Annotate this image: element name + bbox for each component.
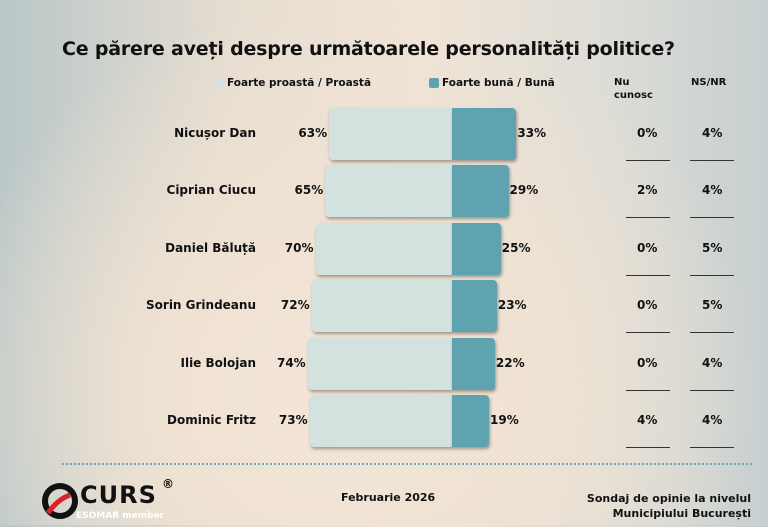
label-positive: 29%: [509, 183, 539, 198]
column-header-nsnr: NS/NR: [691, 77, 727, 88]
label-positive: 22%: [495, 355, 525, 370]
underline-unknown: [626, 447, 670, 448]
bar-positive: [452, 165, 509, 218]
label-negative: 74%: [276, 355, 306, 370]
label-negative: 70%: [284, 240, 314, 255]
category-label: Nicușor Dan: [174, 126, 256, 140]
category-label: Sorin Grindeanu: [146, 298, 256, 313]
bar-positive: [452, 337, 495, 390]
label-negative: 73%: [278, 413, 308, 427]
legend-swatch-positive: [429, 78, 439, 88]
underline-nsnr: [690, 160, 734, 161]
footer-date: Februarie 2026: [341, 491, 436, 504]
underline-nsnr: [690, 274, 734, 276]
value-unknown: 4%: [637, 413, 658, 427]
legend-positive: Foarte bună / Bună: [429, 77, 555, 89]
category-label: Ciprian Ciucu: [166, 183, 256, 198]
bar-positive: [452, 395, 490, 447]
value-nsnr: 5%: [702, 298, 723, 313]
bar-negative: [325, 165, 452, 218]
underline-unknown: [626, 389, 670, 391]
curs-logo: [40, 483, 80, 527]
divider: [62, 463, 752, 465]
value-unknown: 2%: [637, 183, 658, 198]
underline-nsnr: [690, 447, 734, 448]
underline-nsnr: [690, 332, 734, 334]
registered-mark: ®: [162, 477, 174, 491]
value-unknown: 0%: [637, 240, 658, 255]
legend-negative: Foarte proastă / Proastă: [214, 77, 371, 89]
curs-logo-icon: [42, 483, 78, 519]
logo-text: CURS: [80, 481, 157, 509]
column-header-unknown: Nu cunosc: [614, 77, 653, 101]
legend-label: Foarte proastă / Proastă: [227, 77, 372, 89]
value-nsnr: 4%: [702, 126, 723, 140]
bar-positive: [452, 108, 517, 160]
legend-label: Foarte bună / Bună: [442, 77, 555, 89]
category-label: Daniel Băluță: [165, 240, 256, 255]
underline-nsnr: [690, 389, 734, 391]
underline-unknown: [626, 160, 670, 161]
bar-positive: [452, 222, 501, 275]
label-positive: 19%: [490, 413, 519, 427]
label-negative: 65%: [294, 183, 324, 198]
label-negative: 63%: [298, 126, 328, 140]
underline-unknown: [626, 217, 670, 219]
category-label: Ilie Bolojan: [180, 355, 256, 370]
value-unknown: 0%: [637, 355, 658, 370]
underline-nsnr: [690, 217, 734, 219]
value-unknown: 0%: [637, 126, 658, 140]
bar-negative: [311, 280, 452, 333]
label-positive: 33%: [517, 126, 547, 140]
label-negative: 72%: [280, 298, 310, 313]
bar-positive: [452, 280, 497, 333]
esomar-text: ESOMAR member: [76, 511, 165, 521]
bar-negative: [307, 337, 452, 390]
legend-swatch-negative: [214, 78, 224, 88]
chart-title: Ce părere aveți despre următoarele perso…: [62, 38, 675, 60]
footer-source: Sondaj de opinie la nivelul Municipiului…: [587, 491, 751, 521]
value-nsnr: 5%: [702, 240, 723, 255]
label-positive: 23%: [497, 298, 527, 313]
value-nsnr: 4%: [702, 183, 723, 198]
underline-unknown: [626, 274, 670, 276]
value-unknown: 0%: [637, 298, 658, 313]
underline-unknown: [626, 332, 670, 334]
bar-negative: [309, 395, 452, 447]
footer-source-line2: Municipiului București: [612, 507, 751, 520]
value-nsnr: 4%: [702, 355, 723, 370]
bar-negative: [329, 108, 452, 160]
value-nsnr: 4%: [702, 413, 723, 427]
bar-negative: [315, 222, 452, 275]
footer-source-line1: Sondaj de opinie la nivelul: [586, 492, 751, 505]
category-label: Dominic Fritz: [167, 413, 256, 427]
label-positive: 25%: [501, 240, 531, 255]
